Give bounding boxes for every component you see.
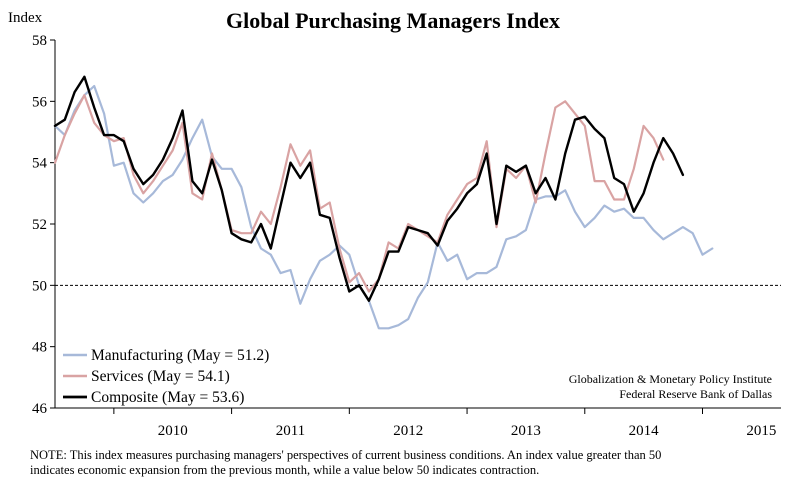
x-tick-label: 2013 [511,423,541,439]
legend-label-1: Services (May = 54.1) [91,368,230,385]
legend-label-0: Manufacturing (May = 51.2) [91,347,269,364]
x-tick-label: 2012 [393,423,423,439]
series-line-0 [53,84,714,330]
footnote: NOTE: This index measures purchasing man… [30,448,790,478]
y-tick-label: 46 [32,401,48,417]
y-tick-label: 50 [32,278,47,294]
chart-title: Global Purchasing Managers Index [226,8,560,33]
y-axis-label: Index [8,10,43,26]
x-tick-label: 2015 [746,423,776,439]
y-tick-label: 48 [32,340,47,356]
source-line-2: Federal Reserve Bank of Dallas [619,387,772,401]
ticks: 46 48 50 52 54 56 58 2010 2011 2012 2013 2014 2015 [32,33,776,439]
footnote-line-1: NOTE: This index measures purchasing man… [30,448,662,462]
y-tick-label: 58 [32,33,47,49]
legend-label-2: Composite (May = 53.6) [91,389,244,406]
series-line-2 [53,75,685,302]
series-lines [53,75,714,330]
legend: Manufacturing (May = 51.2) Services (May … [63,347,269,406]
y-tick-label: 56 [32,94,48,110]
source-line-1: Globalization & Monetary Policy Institut… [569,372,772,386]
x-tick-label: 2014 [629,423,660,439]
x-tick-label: 2010 [158,423,188,439]
y-tick-label: 54 [32,156,48,172]
series-line-1 [53,94,665,293]
y-tick-label: 52 [32,217,47,233]
pmi-line-chart: Global Purchasing Managers Index Index 4… [8,8,781,439]
x-tick-label: 2011 [276,423,305,439]
footnote-line-2: indicates economic expansion from the pr… [30,463,540,477]
